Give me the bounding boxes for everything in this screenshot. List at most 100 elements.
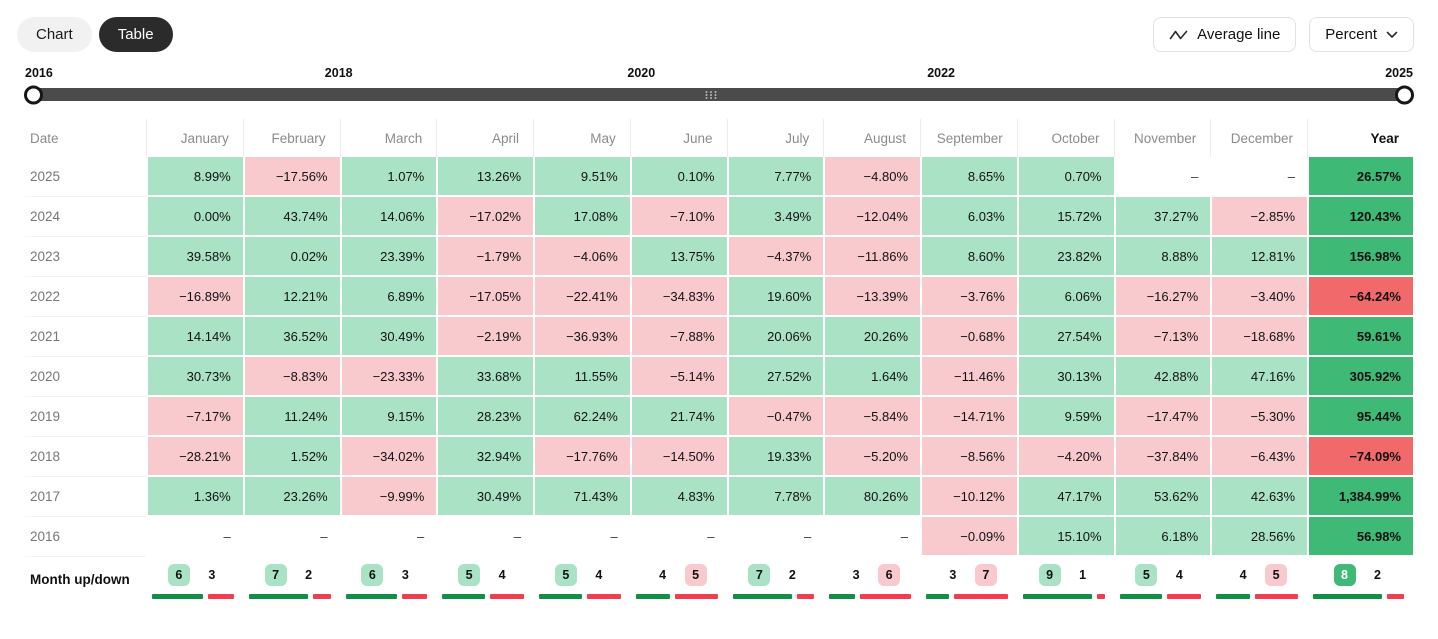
table-cell: −4.37%: [726, 237, 824, 277]
column-header-october: October: [1016, 119, 1114, 157]
table-cell: 8.65%: [920, 157, 1017, 197]
slider-year-labels: 2016 2018 2020 2022 2025: [25, 66, 1413, 83]
slider-year-label: 2018: [324, 66, 353, 80]
down-count: 4: [498, 568, 506, 582]
table-cell: 23.26%: [242, 477, 340, 517]
up-count: 7: [264, 564, 287, 586]
table-cell: 47.17%: [1016, 477, 1114, 517]
table-cell: 6.06%: [1016, 277, 1114, 317]
updown-ratio-bar: [152, 594, 234, 599]
table-cell: 30.49%: [436, 477, 533, 517]
table-cell: –: [726, 517, 824, 557]
updown-ratio-bar: [732, 594, 815, 599]
column-header-april: April: [436, 119, 533, 157]
table-cell: 9.15%: [339, 397, 437, 437]
table-row: 2017 1.36% 23.26% −9.99% 30.49% 71.43% 4.83% 7.…: [25, 477, 1413, 517]
down-count: 3: [401, 568, 409, 582]
toolbar-right: Average line Percent: [1153, 17, 1414, 52]
table-cell: −6.43%: [1210, 437, 1307, 477]
table-cell: 15.10%: [1016, 517, 1114, 557]
table-cell: 21.74%: [629, 397, 727, 437]
row-year-label: 2021: [25, 317, 146, 357]
column-header-february: February: [242, 119, 340, 157]
table-cell: –: [1113, 157, 1211, 197]
table-cell: 11.24%: [242, 397, 340, 437]
column-header-date: Date: [30, 130, 59, 146]
zigzag-line-icon: [1169, 28, 1188, 41]
slider-handle-end[interactable]: [1395, 85, 1414, 104]
table-row: 2021 14.14% 36.52% 30.49% −2.19% −36.93% −7.88…: [25, 317, 1413, 357]
table-cell: −23.33%: [339, 357, 437, 397]
row-year-label: 2020: [25, 357, 146, 397]
year-range-slider: 2016 2018 2020 2022 2025: [24, 66, 1414, 108]
table-header-row: Date January February March April May June July…: [25, 119, 1413, 157]
chart-tab[interactable]: Chart: [17, 17, 92, 52]
up-count: 9: [1038, 564, 1061, 586]
table-cell: −7.13%: [1113, 317, 1211, 357]
slider-year-label: 2020: [627, 66, 656, 80]
table-cell: −5.30%: [1210, 397, 1307, 437]
table-cell: 1.07%: [339, 157, 437, 197]
table-cell: −5.84%: [823, 397, 920, 437]
row-year-label: 2025: [25, 157, 146, 197]
table-cell: 8.99%: [146, 157, 243, 197]
up-count: 3: [852, 568, 860, 582]
slider-drag-grip[interactable]: [704, 90, 717, 99]
slider-handle-start[interactable]: [24, 85, 43, 104]
table-cell: 42.88%: [1113, 357, 1211, 397]
percent-dropdown[interactable]: Percent: [1309, 17, 1414, 52]
up-count: 4: [1239, 568, 1247, 582]
up-count: 6: [167, 564, 190, 586]
table-cell: 23.82%: [1016, 237, 1114, 277]
down-count: 2: [305, 568, 313, 582]
table-cell: 20.06%: [726, 317, 824, 357]
table-cell: −7.88%: [629, 317, 727, 357]
table-cell: −17.02%: [436, 197, 533, 237]
table-row: 2024 0.00% 43.74% 14.06% −17.02% 17.08% −7.10%…: [25, 197, 1413, 237]
table-row: 2022 −16.89% 12.21% 6.89% −17.05% −22.41% −34.…: [25, 277, 1413, 317]
table-cell: −11.86%: [823, 237, 920, 277]
table-cell: −7.17%: [146, 397, 243, 437]
down-count: 7: [974, 564, 997, 586]
column-header-year: Year: [1307, 119, 1413, 157]
table-cell: 33.68%: [436, 357, 533, 397]
table-cell: 0.00%: [146, 197, 243, 237]
table-cell: 30.49%: [339, 317, 437, 357]
average-line-label: Average line: [1197, 26, 1281, 43]
up-count: 5: [554, 564, 577, 586]
table-cell: –: [1210, 157, 1307, 197]
table-cell: 43.74%: [242, 197, 340, 237]
average-line-button[interactable]: Average line: [1153, 17, 1297, 52]
table-cell: 12.21%: [242, 277, 340, 317]
updown-ratio-bar: [539, 594, 621, 599]
table-cell: 62.24%: [533, 397, 630, 437]
year-total-cell: 305.92%: [1307, 357, 1413, 397]
table-cell: 14.14%: [146, 317, 243, 357]
table-cell: −11.46%: [920, 357, 1017, 397]
table-cell: 37.27%: [1113, 197, 1211, 237]
slider-year-label: 2016: [25, 66, 53, 80]
table-row: 2016– – – – – – – – −0.09% 15.10% 6.18% 28.56% 56.98…: [25, 517, 1413, 557]
table-cell: 6.03%: [920, 197, 1017, 237]
down-count: 2: [788, 568, 796, 582]
table-cell: 36.52%: [242, 317, 340, 357]
column-header-january: January: [146, 119, 243, 157]
slider-track[interactable]: [24, 85, 1414, 104]
table-cell: −2.19%: [436, 317, 533, 357]
down-count: 4: [1175, 568, 1183, 582]
table-row: 2025 8.99% −17.56% 1.07% 13.26% 9.51% 0.10% 7.7…: [25, 157, 1413, 197]
column-header-august: August: [823, 119, 920, 157]
table-cell: −1.79%: [436, 237, 533, 277]
table-row: 2019 −7.17% 11.24% 9.15% 28.23% 62.24% 21.74% −…: [25, 397, 1413, 437]
table-cell: 80.26%: [823, 477, 920, 517]
updown-ratio-bar: [1216, 594, 1298, 599]
year-total-cell: 59.61%: [1307, 317, 1413, 357]
up-count: 4: [659, 568, 667, 582]
table-cell: 4.83%: [629, 477, 727, 517]
updown-ratio-bar: [1313, 594, 1404, 599]
table-cell: 6.89%: [339, 277, 437, 317]
up-count: 5: [458, 564, 481, 586]
table-cell: 42.63%: [1210, 477, 1307, 517]
table-tab[interactable]: Table: [98, 17, 173, 52]
